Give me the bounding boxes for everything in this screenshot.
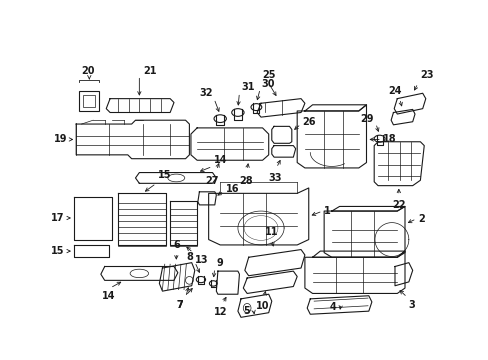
Text: 6: 6 <box>173 239 179 249</box>
Text: 7: 7 <box>176 300 183 310</box>
Text: 21: 21 <box>143 66 156 76</box>
Text: 28: 28 <box>238 176 252 186</box>
Text: 3: 3 <box>408 300 415 310</box>
Text: 26: 26 <box>302 117 315 127</box>
Text: 32: 32 <box>199 88 212 98</box>
Text: 11: 11 <box>264 227 278 237</box>
Text: 16: 16 <box>225 184 239 194</box>
Text: 10: 10 <box>255 301 269 311</box>
Text: 19: 19 <box>53 134 67 144</box>
Text: 24: 24 <box>387 86 401 95</box>
Text: 4: 4 <box>329 302 336 311</box>
Bar <box>79 91 99 111</box>
Text: 14: 14 <box>214 155 227 165</box>
Text: 15: 15 <box>158 170 171 180</box>
Text: 29: 29 <box>359 114 373 123</box>
Text: 2: 2 <box>417 214 424 224</box>
Text: 1: 1 <box>324 206 330 216</box>
Text: 15: 15 <box>51 246 64 256</box>
Text: 33: 33 <box>267 172 281 183</box>
Text: 7: 7 <box>176 300 183 310</box>
Text: 18: 18 <box>383 134 396 144</box>
Text: 14: 14 <box>102 291 115 301</box>
Text: 25: 25 <box>262 70 275 80</box>
Text: 13: 13 <box>194 255 208 265</box>
Bar <box>83 95 95 107</box>
Text: 17: 17 <box>51 213 64 223</box>
Text: 27: 27 <box>205 176 219 186</box>
Text: 20: 20 <box>81 66 95 76</box>
Text: 30: 30 <box>261 79 275 89</box>
Text: 22: 22 <box>391 200 405 210</box>
Text: 23: 23 <box>420 70 433 80</box>
Text: 9: 9 <box>216 258 223 269</box>
Text: 12: 12 <box>214 306 227 316</box>
Text: 31: 31 <box>241 82 255 92</box>
Text: 8: 8 <box>186 252 193 262</box>
Text: 5: 5 <box>243 306 250 316</box>
